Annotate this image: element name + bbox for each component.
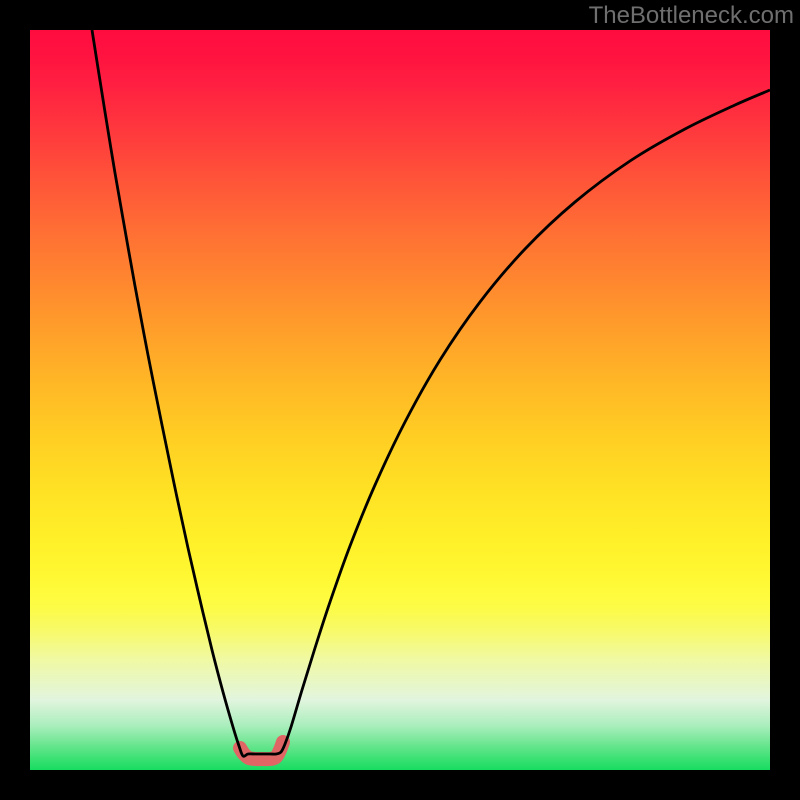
highlight-valley-segment [240, 742, 283, 759]
bottleneck-curve [92, 30, 770, 756]
chart-stage: TheBottleneck.com [0, 0, 800, 800]
watermark-text: TheBottleneck.com [589, 2, 794, 30]
plot-area [30, 30, 770, 770]
curve-layer [30, 30, 770, 770]
